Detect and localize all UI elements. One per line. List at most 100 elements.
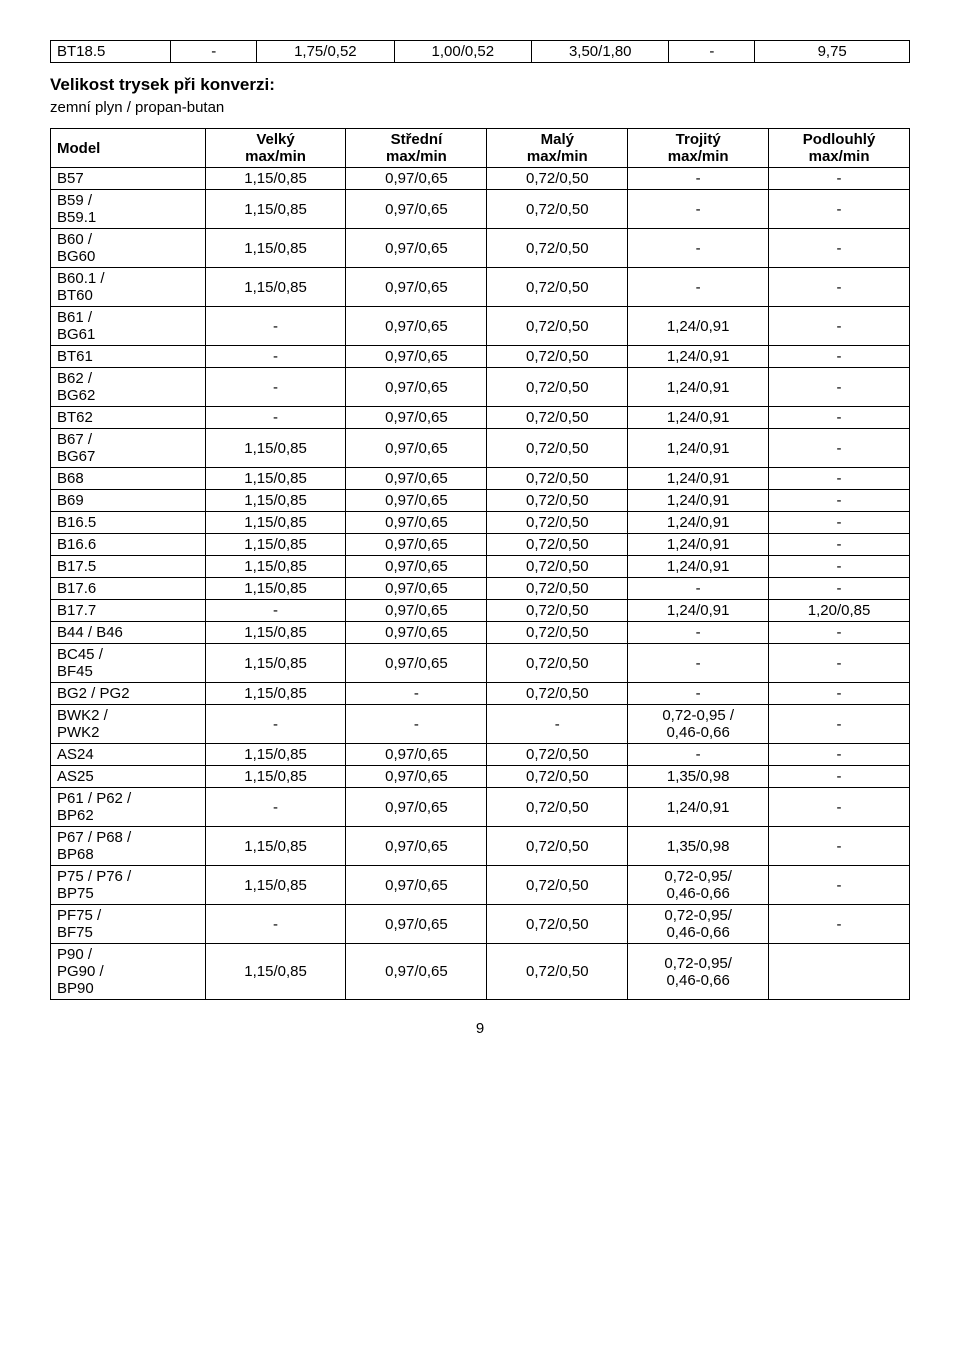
cell: 1,15/0,85 — [205, 944, 346, 1000]
cell: - — [171, 41, 257, 63]
cell: 0,72/0,50 — [487, 622, 628, 644]
table-row: B571,15/0,850,97/0,650,72/0,50-- — [51, 168, 910, 190]
cell: 0,72-0,95 /0,46-0,66 — [628, 705, 769, 744]
cell: - — [769, 490, 910, 512]
cell: BT62 — [51, 407, 206, 429]
cell: 0,72/0,50 — [487, 229, 628, 268]
cell: - — [628, 622, 769, 644]
cell: B68 — [51, 468, 206, 490]
cell: 0,72-0,95/0,46-0,66 — [628, 905, 769, 944]
cell: 0,72-0,95/0,46-0,66 — [628, 866, 769, 905]
table-row: AS251,15/0,850,97/0,650,72/0,501,35/0,98… — [51, 766, 910, 788]
cell: B44 / B46 — [51, 622, 206, 644]
table-row: AS241,15/0,850,97/0,650,72/0,50-- — [51, 744, 910, 766]
table-row: P61 / P62 /BP62-0,97/0,650,72/0,501,24/0… — [51, 788, 910, 827]
cell: 1,75/0,52 — [257, 41, 394, 63]
cell: 1,15/0,85 — [205, 766, 346, 788]
cell: - — [769, 534, 910, 556]
table-row: B17.7-0,97/0,650,72/0,501,24/0,911,20/0,… — [51, 600, 910, 622]
cell: 0,97/0,65 — [346, 644, 487, 683]
cell: 1,15/0,85 — [205, 744, 346, 766]
cell: 1,24/0,91 — [628, 490, 769, 512]
cell: 0,72/0,50 — [487, 268, 628, 307]
cell: - — [769, 788, 910, 827]
cell: B17.7 — [51, 600, 206, 622]
table-row: B67 /BG671,15/0,850,97/0,650,72/0,501,24… — [51, 429, 910, 468]
cell: 0,72/0,50 — [487, 429, 628, 468]
cell: 0,97/0,65 — [346, 468, 487, 490]
cell: 0,97/0,65 — [346, 866, 487, 905]
cell: - — [628, 578, 769, 600]
page-number: 9 — [50, 1020, 910, 1037]
table-row: B60.1 /BT601,15/0,850,97/0,650,72/0,50-- — [51, 268, 910, 307]
cell: 9,75 — [755, 41, 910, 63]
cell: P90 /PG90 /BP90 — [51, 944, 206, 1000]
cell: - — [628, 683, 769, 705]
cell — [769, 944, 910, 1000]
section-heading: Velikost trysek při konverzi: — [50, 75, 910, 95]
cell: 0,72/0,50 — [487, 512, 628, 534]
cell: - — [769, 429, 910, 468]
table-row: B60 /BG601,15/0,850,97/0,650,72/0,50-- — [51, 229, 910, 268]
cell: 0,72/0,50 — [487, 307, 628, 346]
table-header-cell: Podlouhlýmax/min — [769, 129, 910, 168]
cell: 1,20/0,85 — [769, 600, 910, 622]
cell: 0,97/0,65 — [346, 744, 487, 766]
cell: 0,97/0,65 — [346, 578, 487, 600]
cell: 1,15/0,85 — [205, 168, 346, 190]
cell: - — [628, 268, 769, 307]
cell: 1,15/0,85 — [205, 490, 346, 512]
cell: 1,15/0,85 — [205, 268, 346, 307]
cell: 3,50/1,80 — [532, 41, 669, 63]
cell: - — [205, 307, 346, 346]
cell: P67 / P68 /BP68 — [51, 827, 206, 866]
cell: 0,72/0,50 — [487, 766, 628, 788]
top-table: BT18.5 - 1,75/0,52 1,00/0,52 3,50/1,80 -… — [50, 40, 910, 63]
cell: 1,15/0,85 — [205, 229, 346, 268]
cell: 0,72/0,50 — [487, 556, 628, 578]
cell: - — [769, 168, 910, 190]
cell: 1,24/0,91 — [628, 429, 769, 468]
cell: - — [769, 268, 910, 307]
cell: 0,72/0,50 — [487, 578, 628, 600]
cell: 0,72/0,50 — [487, 905, 628, 944]
cell: - — [769, 683, 910, 705]
cell: 0,97/0,65 — [346, 490, 487, 512]
cell: B69 — [51, 490, 206, 512]
cell: 1,15/0,85 — [205, 622, 346, 644]
cell: B17.5 — [51, 556, 206, 578]
cell: AS24 — [51, 744, 206, 766]
cell: 0,97/0,65 — [346, 368, 487, 407]
table-row: BT18.5 - 1,75/0,52 1,00/0,52 3,50/1,80 -… — [51, 41, 910, 63]
cell: 1,15/0,85 — [205, 534, 346, 556]
cell: - — [769, 346, 910, 368]
cell: 0,97/0,65 — [346, 905, 487, 944]
main-table: ModelVelkýmax/minStřednímax/minMalýmax/m… — [50, 128, 910, 1000]
cell: 0,72/0,50 — [487, 827, 628, 866]
cell: 0,72/0,50 — [487, 346, 628, 368]
cell: 1,24/0,91 — [628, 468, 769, 490]
cell: 0,72/0,50 — [487, 490, 628, 512]
table-header-cell: Velkýmax/min — [205, 129, 346, 168]
table-row: B681,15/0,850,97/0,650,72/0,501,24/0,91- — [51, 468, 910, 490]
cell: 1,24/0,91 — [628, 534, 769, 556]
cell: 1,35/0,98 — [628, 827, 769, 866]
cell: - — [769, 905, 910, 944]
table-row: B16.61,15/0,850,97/0,650,72/0,501,24/0,9… — [51, 534, 910, 556]
cell: - — [628, 229, 769, 268]
cell: 0,97/0,65 — [346, 827, 487, 866]
table-row: B17.51,15/0,850,97/0,650,72/0,501,24/0,9… — [51, 556, 910, 578]
cell: 0,72/0,50 — [487, 788, 628, 827]
cell: - — [769, 556, 910, 578]
table-row: B16.51,15/0,850,97/0,650,72/0,501,24/0,9… — [51, 512, 910, 534]
table-header-cell: Model — [51, 129, 206, 168]
cell: - — [205, 600, 346, 622]
cell: 0,97/0,65 — [346, 190, 487, 229]
cell: 0,72/0,50 — [487, 944, 628, 1000]
table-row: P75 / P76 /BP751,15/0,850,97/0,650,72/0,… — [51, 866, 910, 905]
cell: 0,72/0,50 — [487, 190, 628, 229]
cell: P75 / P76 /BP75 — [51, 866, 206, 905]
table-row: B691,15/0,850,97/0,650,72/0,501,24/0,91- — [51, 490, 910, 512]
cell: 1,24/0,91 — [628, 407, 769, 429]
cell: - — [346, 705, 487, 744]
